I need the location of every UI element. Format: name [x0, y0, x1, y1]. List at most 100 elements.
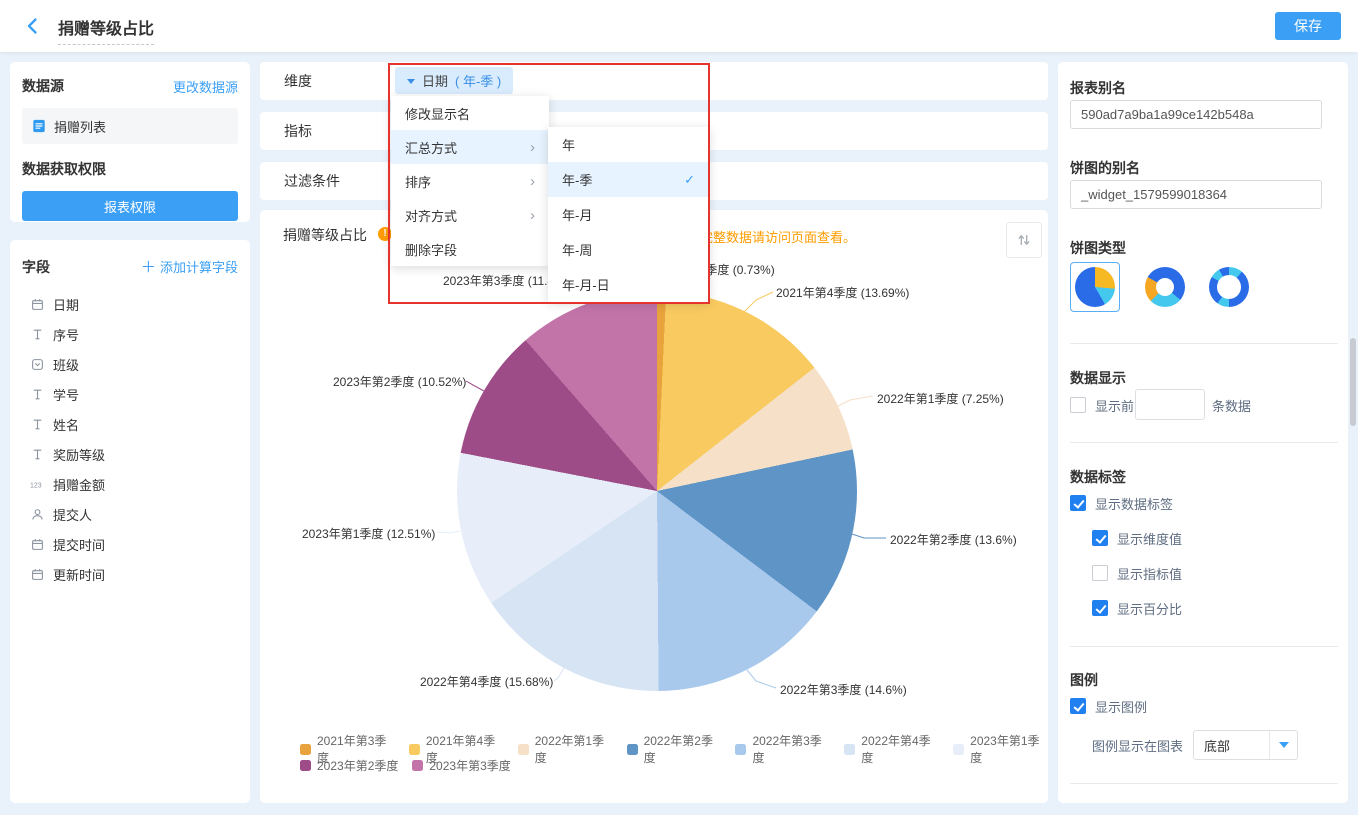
field-item-1[interactable]: 序号 — [22, 319, 238, 349]
checkbox[interactable] — [1092, 530, 1108, 546]
menu-item-0[interactable]: 修改显示名 — [391, 96, 549, 130]
show-top-n-prefix: 显示前 — [1095, 398, 1135, 414]
change-datasource-link[interactable]: 更改数据源 — [172, 79, 238, 95]
pie-type-pie[interactable] — [1070, 262, 1120, 312]
submenu-item-0[interactable]: 年 — [548, 127, 709, 162]
pie-type-ring[interactable] — [1204, 262, 1254, 312]
calendar-icon — [30, 567, 44, 581]
sort-button[interactable] — [1006, 222, 1042, 258]
field-item-2[interactable]: 班级 — [22, 349, 238, 379]
report-permission-button[interactable]: 报表权限 — [22, 191, 238, 221]
field-item-4[interactable]: 姓名 — [22, 409, 238, 439]
submenu-item-2[interactable]: 年-月 — [548, 197, 709, 232]
legend-item-1[interactable]: 2021年第4季度 — [408, 732, 504, 766]
divider — [1070, 646, 1338, 647]
submenu-item-label: 年 — [562, 138, 576, 153]
add-calc-field-link[interactable]: ＋ 添加计算字段 — [140, 259, 238, 276]
menu-item-label: 修改显示名 — [405, 106, 471, 122]
text-icon — [30, 327, 44, 341]
submenu-item-1[interactable]: 年-季 ✓ — [548, 162, 709, 197]
pie-type-donut[interactable] — [1140, 262, 1190, 312]
show-top-n-checkbox[interactable] — [1070, 397, 1086, 413]
legend-item-8[interactable]: 2023年第3季度 — [412, 757, 511, 774]
pie-slice-label-8: 2023年第3季度 (11.42%) — [443, 274, 576, 288]
field-item-7[interactable]: 提交人 — [22, 499, 238, 529]
chart-legend-row-1: 2021年第3季度 2021年第4季度 2022年第1季度 2022年第2季度 2022… — [300, 732, 1048, 766]
legend-swatch — [408, 743, 420, 755]
datasource-title: 数据源 — [22, 78, 64, 94]
menu-item-2[interactable]: 排序 › — [391, 164, 549, 198]
field-item-9[interactable]: 更新时间 — [22, 559, 238, 589]
field-item-0[interactable]: 日期 — [22, 289, 238, 319]
select-icon — [30, 357, 44, 371]
legend-item-3[interactable]: 2022年第2季度 — [626, 732, 722, 766]
submenu-item-3[interactable]: 年-周 — [548, 232, 709, 267]
legend-swatch — [844, 743, 856, 755]
divider — [1070, 343, 1338, 344]
aggregation-submenu: 年年-季 ✓ 年-月 年-周 年-月-日 — [548, 127, 709, 302]
user-icon — [30, 507, 44, 521]
legend-item-6[interactable]: 2023年第1季度 — [953, 732, 1048, 766]
report-alias-input[interactable] — [1070, 100, 1322, 129]
top-n-input[interactable] — [1135, 389, 1205, 420]
report-alias-label: 报表别名 — [1070, 80, 1126, 96]
show-top-n-suffix: 条数据 — [1212, 398, 1252, 414]
checkbox-label: 显示维度值 — [1117, 531, 1183, 547]
filter-label: 过滤条件 — [284, 173, 340, 189]
pie-alias-input[interactable] — [1070, 180, 1322, 209]
menu-item-label: 删除字段 — [405, 242, 458, 258]
divider — [1070, 783, 1338, 784]
field-label: 捐赠金额 — [53, 477, 106, 493]
text-icon — [30, 447, 44, 461]
page-title: 捐赠等级占比 — [58, 15, 155, 45]
submenu-item-4[interactable]: 年-月-日 — [548, 267, 709, 302]
vertical-scrollbar[interactable] — [1350, 338, 1356, 426]
field-label: 提交人 — [53, 507, 93, 523]
warning-icon: ! — [378, 227, 392, 241]
back-icon[interactable] — [22, 15, 44, 37]
menu-item-4[interactable]: 删除字段 — [391, 232, 549, 266]
field-item-3[interactable]: 学号 — [22, 379, 238, 409]
pie-chart[interactable] — [457, 291, 857, 691]
legend-item-4[interactable]: 2022年第3季度 — [735, 732, 830, 766]
pie-slice-label-7: 2023年第2季度 (10.52%) — [333, 375, 467, 389]
checkbox[interactable] — [1092, 565, 1108, 581]
legend-item-2[interactable]: 2022年第1季度 — [517, 732, 613, 766]
text-icon — [30, 387, 44, 401]
chart-legend-row-2: 2023年第2季度 2023年第3季度 — [300, 757, 511, 774]
check-icon: ✓ — [684, 171, 695, 187]
legend-label: 2022年第4季度 — [861, 734, 931, 765]
pie-type-label: 饼图类型 — [1070, 240, 1126, 256]
menu-item-3[interactable]: 对齐方式 › — [391, 198, 549, 232]
checkbox[interactable] — [1092, 600, 1108, 616]
field-context-menu: 修改显示名 汇总方式 › 排序 › 对齐方式 › 删除字段 — [391, 96, 549, 266]
fields-list: 日期 序号 班级学号姓名 奖励等级 123 捐赠金额提交人提交时间更新时间 — [22, 289, 238, 589]
data-label-option-2: 显示百分比 — [1092, 598, 1182, 618]
legend-position-select[interactable]: 底部 — [1193, 730, 1298, 760]
field-item-8[interactable]: 提交时间 — [22, 529, 238, 559]
chevron-right-icon: › — [530, 206, 535, 224]
field-item-6[interactable]: 123 捐赠金额 — [22, 469, 238, 499]
legend-label: 2022年第3季度 — [752, 734, 822, 765]
submenu-item-label: 年-季 — [562, 173, 593, 188]
legend-label: 2021年第4季度 — [425, 734, 496, 765]
dimension-row: 维度 — [260, 62, 1048, 100]
settings-panel: 报表别名 饼图的别名 饼图类型 数据显示 显示前 条数据 数据标签 显示数据标签… — [1058, 62, 1348, 803]
show-data-label-checkbox[interactable] — [1070, 495, 1086, 511]
show-legend-checkbox[interactable] — [1070, 698, 1086, 714]
fields-title: 字段 — [22, 258, 50, 275]
legend-label: 2023年第1季度 — [970, 734, 1040, 765]
pie-slice-label-4: 2022年第3季度 (14.6%) — [780, 683, 907, 697]
legend-item-0[interactable]: 2021年第3季度 — [300, 732, 395, 766]
menu-item-1[interactable]: 汇总方式 › — [391, 130, 549, 164]
menu-item-label: 汇总方式 — [405, 140, 458, 156]
legend-item-5[interactable]: 2022年第4季度 — [844, 732, 939, 766]
field-label: 提交时间 — [53, 537, 106, 553]
legend-item-7[interactable]: 2023年第2季度 — [300, 757, 398, 774]
field-label: 学号 — [53, 387, 80, 403]
data-display-title: 数据显示 — [1070, 370, 1126, 386]
datasource-item[interactable]: 捐赠列表 — [22, 108, 238, 144]
field-item-5[interactable]: 奖励等级 — [22, 439, 238, 469]
save-button[interactable]: 保存 — [1275, 12, 1341, 40]
dimension-field-pill[interactable]: 日期 ( 年-季 ) — [395, 67, 514, 94]
